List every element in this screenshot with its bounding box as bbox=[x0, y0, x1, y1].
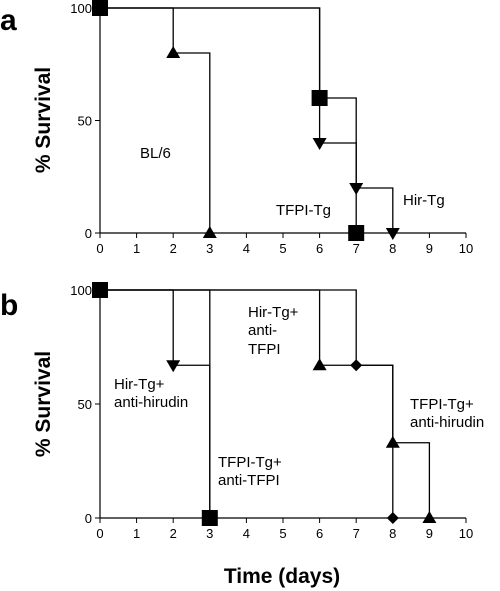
panel-a-series-hir-tg-point-0 bbox=[92, 0, 108, 16]
panel-a-series-tfpi-tg-point-2 bbox=[348, 225, 365, 241]
panel-b-series-hir-tg-anti-tfpi-point-1 bbox=[312, 358, 327, 371]
panel-b-label-hir-anti-hirudin-2: anti-hirudin bbox=[114, 394, 188, 411]
panel-b-label-tfpi-anti-tfpi-2: anti-TFPI bbox=[218, 472, 280, 489]
panel-b-series-tfpi-tg-anti-hirudin-point-1 bbox=[350, 359, 363, 372]
panel-a-series-bl-6-point-2 bbox=[202, 226, 217, 238]
panel-a-xtick-label-5: 5 bbox=[279, 241, 286, 256]
panel-b-xtick-label-7: 7 bbox=[353, 526, 360, 541]
panel-a-series-hir-tg-point-2 bbox=[349, 183, 364, 195]
panel-b-label-hir-anti-tfpi-2: anti- bbox=[248, 322, 277, 339]
panel-a-series-tfpi-tg-line bbox=[100, 7, 357, 233]
panel-b-xtick-label-2: 2 bbox=[170, 526, 177, 541]
panel-b-xtick-label-6: 6 bbox=[316, 526, 323, 541]
panel-a-label-hir-tg: Hir-Tg bbox=[403, 192, 445, 209]
panel-b-ytick-label-2: 100 bbox=[70, 283, 92, 298]
panel-b-label-hir-anti-tfpi-3: TFPI bbox=[248, 341, 281, 358]
panel-b-xtick-label-0: 0 bbox=[96, 526, 103, 541]
panel-b-xtick-label-1: 1 bbox=[133, 526, 140, 541]
panel-b-letter: b bbox=[0, 289, 18, 322]
panel-b-xtick-label-5: 5 bbox=[279, 526, 286, 541]
panel-a-xtick-label-9: 9 bbox=[426, 241, 433, 256]
panel-a-xtick-label-6: 6 bbox=[316, 241, 323, 256]
panel-b-ytick-label-1: 50 bbox=[78, 397, 92, 412]
panel-b-series-tfpi-tg-anti-tfpi-point-1 bbox=[201, 510, 218, 526]
panel-a-series-bl-6-point-1 bbox=[166, 46, 181, 58]
panel-a-ytick-label-2: 100 bbox=[70, 1, 92, 16]
panel-a-letter: a bbox=[0, 4, 17, 37]
panel-b-ytick-label-0: 0 bbox=[85, 511, 92, 526]
panel-a-ytick-label-1: 50 bbox=[78, 114, 92, 129]
panel-a-xtick-label-4: 4 bbox=[243, 241, 250, 256]
panel-b-series-hir-tg-anti-hirudin-point-1 bbox=[166, 360, 181, 373]
panel-b-ylabel: % Survival bbox=[32, 351, 55, 457]
panel-b-label-hir-anti-tfpi-1: Hir-Tg+ bbox=[248, 304, 299, 321]
panel-b-series-hir-tg-anti-tfpi-point-2 bbox=[385, 435, 400, 448]
panel-b-series-tfpi-tg-anti-hirudin-point-2 bbox=[386, 512, 399, 524]
panel-a-xtick-label-1: 1 bbox=[133, 241, 140, 256]
panel-a-series-bl-6-line bbox=[100, 7, 211, 233]
panel-a-xtick-label-7: 7 bbox=[353, 241, 360, 256]
panel-a-xtick-label-10: 10 bbox=[459, 241, 473, 256]
x-axis-label: Time (days) bbox=[224, 565, 340, 588]
panel-b-label-tfpi-anti-hirudin-2: anti-hirudin bbox=[410, 414, 484, 431]
panel-b-xtick-label-4: 4 bbox=[243, 526, 250, 541]
panel-a-series-hir-tg-point-3 bbox=[385, 228, 400, 240]
panel-a-ytick-label-0: 0 bbox=[85, 226, 92, 241]
panel-a-series-tfpi-tg-point-1 bbox=[311, 90, 328, 106]
panel-a-xtick-label-0: 0 bbox=[96, 241, 103, 256]
panel-b-label-tfpi-anti-tfpi-1: TFPI-Tg+ bbox=[218, 454, 282, 471]
panel-b-xtick-label-3: 3 bbox=[206, 526, 213, 541]
panel-a-xtick-label-8: 8 bbox=[389, 241, 396, 256]
panel-b-xtick-label-8: 8 bbox=[389, 526, 396, 541]
panel-b-xtick-label-9: 9 bbox=[426, 526, 433, 541]
panel-b-label-tfpi-anti-hirudin-1: TFPI-Tg+ bbox=[410, 396, 474, 413]
panel-a-series-hir-tg-point-1 bbox=[312, 138, 327, 150]
panel-b-series-tfpi-tg-anti-hirudin-point-0 bbox=[92, 282, 108, 298]
panel-a-xtick-label-2: 2 bbox=[170, 241, 177, 256]
panel-a-ylabel: % Survival bbox=[32, 67, 55, 173]
panel-b-series-hir-tg-anti-tfpi-point-3 bbox=[422, 511, 437, 523]
panel-b-label-hir-anti-hirudin-1: Hir-Tg+ bbox=[114, 376, 165, 393]
panel-b-xtick-label-10: 10 bbox=[459, 526, 473, 541]
panel-a-xtick-label-3: 3 bbox=[206, 241, 213, 256]
panel-a-series-hir-tg-line bbox=[100, 7, 394, 233]
panel-a-label-bl6: BL/6 bbox=[140, 145, 171, 162]
panel-a-label-tfpi-tg: TFPI-Tg bbox=[276, 202, 331, 219]
